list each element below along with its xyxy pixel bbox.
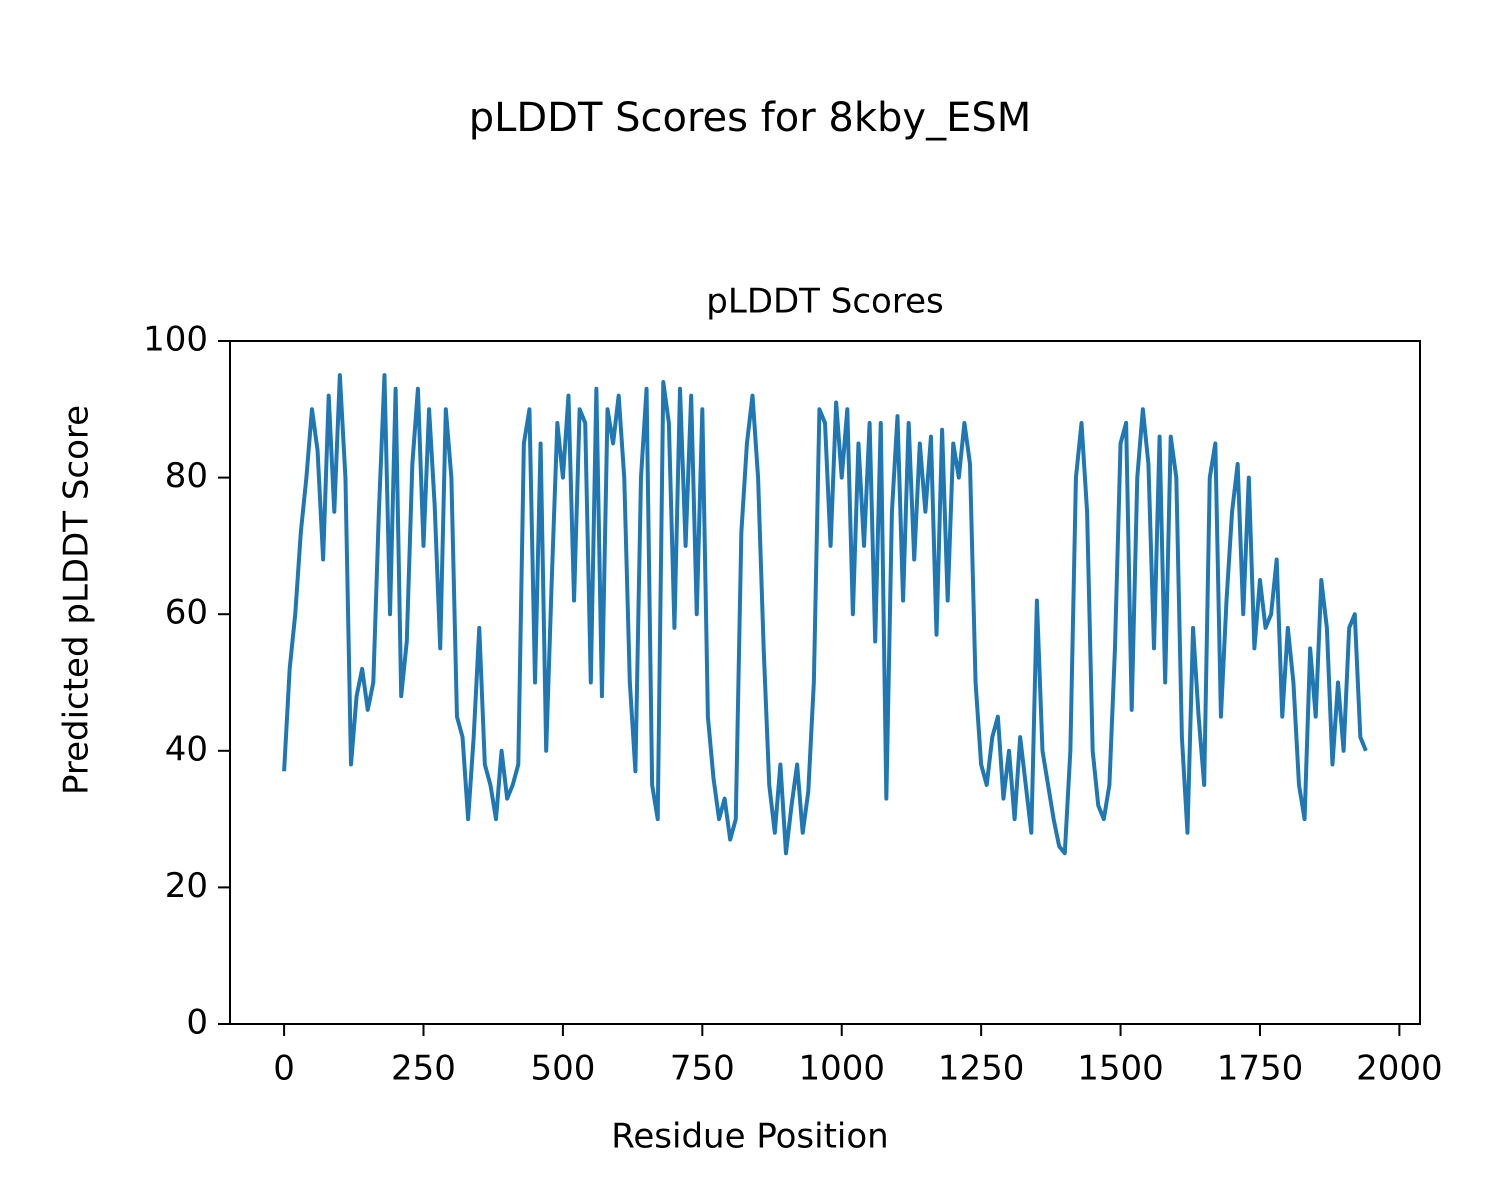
y-axis-label: Predicted pLDDT Score: [57, 405, 97, 795]
x-tick-label: 2000: [1356, 1049, 1443, 1089]
y-tick-label: 60: [165, 593, 208, 633]
x-tick-label: 1750: [1217, 1049, 1304, 1089]
x-tick-label: 750: [670, 1049, 735, 1089]
x-tick-label: 0: [273, 1049, 295, 1089]
x-tick-label: 500: [530, 1049, 595, 1089]
suptitle: pLDDT Scores for 8kby_ESM: [469, 95, 1032, 141]
y-tick-label: 80: [165, 456, 208, 496]
y-tick-label: 20: [165, 866, 208, 906]
y-tick-label: 100: [143, 320, 208, 360]
x-axis-label: Residue Position: [611, 1117, 888, 1157]
x-tick-label: 1500: [1077, 1049, 1164, 1089]
y-tick-label: 40: [165, 729, 208, 769]
y-tick-label: 0: [186, 1003, 208, 1043]
plot-frame: [229, 340, 1421, 1025]
x-tick-label: 1000: [798, 1049, 885, 1089]
x-tick-label: 250: [391, 1049, 456, 1089]
x-tick-label: 1250: [938, 1049, 1025, 1089]
data-line: [282, 373, 1368, 856]
chart-title: pLDDT Scores: [706, 282, 943, 322]
